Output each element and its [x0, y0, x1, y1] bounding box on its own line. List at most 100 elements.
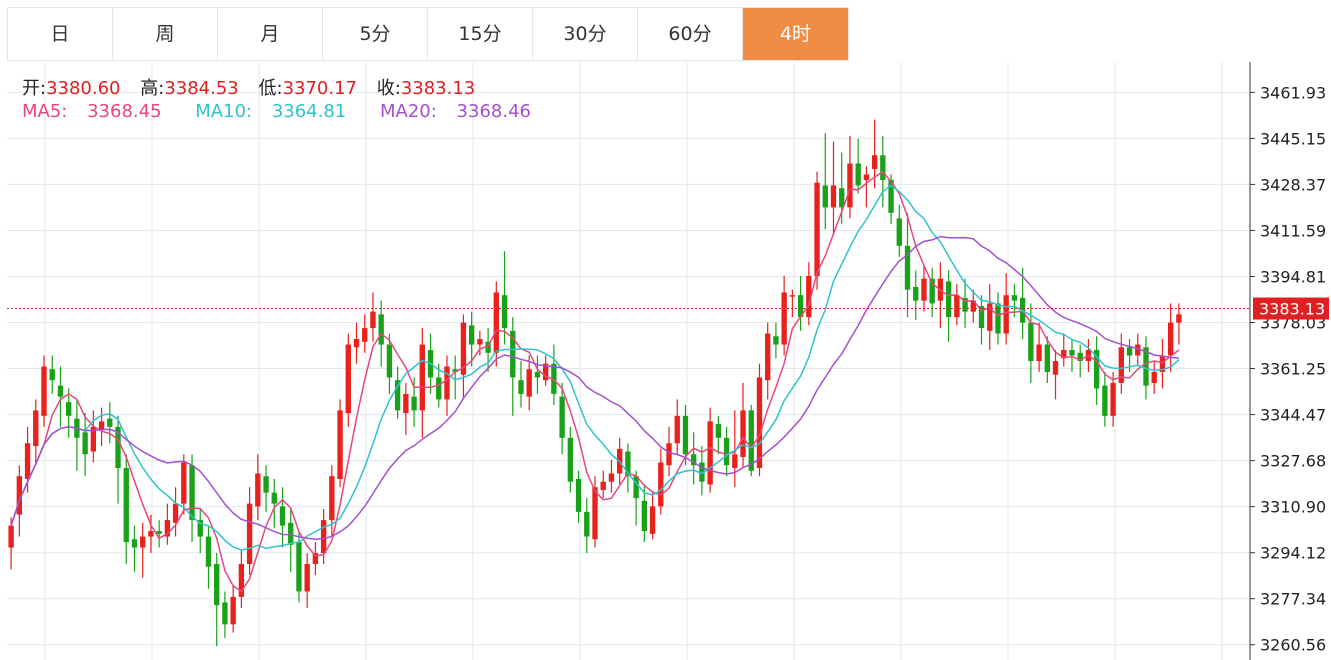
candle-body — [460, 322, 467, 375]
low-value: 3370.17 — [282, 78, 358, 99]
price-axis-label: 3461.93 — [1260, 83, 1326, 102]
ma20-value: 3368.46 — [456, 101, 531, 122]
candle-body — [542, 363, 549, 381]
candle-body — [362, 328, 368, 342]
candle-body — [345, 344, 351, 414]
tab-week[interactable]: 周 — [113, 8, 218, 60]
ma5-readout: MA5: 3368.45 — [22, 101, 176, 122]
candle-body — [205, 536, 212, 567]
candle-body — [814, 182, 820, 276]
candle-body — [1044, 344, 1050, 372]
candle-body — [929, 278, 935, 304]
candle-body — [534, 371, 541, 378]
candle-body — [674, 415, 680, 444]
candle-body — [863, 174, 870, 180]
ma10-label: MA10: — [195, 101, 253, 122]
candle-body — [419, 344, 425, 411]
candle-body — [288, 522, 294, 545]
price-axis-label: 3428.37 — [1260, 175, 1326, 194]
candle-body — [518, 380, 524, 394]
candle-body — [337, 410, 343, 479]
candle-body — [41, 366, 47, 416]
ohlc-readout: 开:3380.60 高:3384.53 低:3370.17 收:3383.13 — [22, 74, 489, 100]
candle-body — [871, 155, 878, 169]
candle-body — [1159, 355, 1166, 372]
candle-body — [707, 421, 713, 485]
price-axis-label: 3394.81 — [1260, 267, 1326, 286]
price-axis-label: 3277.34 — [1260, 590, 1326, 609]
candle-body — [485, 341, 491, 353]
candle-body — [641, 500, 648, 532]
candle-body — [888, 179, 894, 213]
candle-body — [230, 596, 236, 625]
close-label: 收: — [376, 78, 401, 99]
candle-body — [131, 539, 138, 548]
candle-body — [1011, 295, 1018, 301]
candle-body — [98, 421, 105, 430]
candle-body — [378, 314, 384, 345]
candle-body — [33, 410, 39, 447]
candle-body — [633, 476, 639, 499]
candle-body — [394, 380, 401, 411]
candle-body — [839, 188, 845, 208]
candle-body — [797, 295, 804, 318]
candle-body — [189, 465, 195, 521]
ma-readout: MA5: 3368.45 MA10: 3364.81 MA20: 3368.46 — [22, 101, 559, 122]
candle-body — [493, 292, 499, 353]
price-axis-label: 3445.15 — [1260, 129, 1326, 148]
candle-body — [1143, 347, 1149, 386]
candle-body — [995, 303, 1001, 334]
candle-body — [304, 563, 310, 592]
candle-body — [468, 325, 475, 345]
candle-body — [1028, 322, 1034, 361]
tab-15min[interactable]: 15分 — [428, 8, 533, 60]
candle-body — [197, 520, 203, 537]
candle-body — [649, 506, 656, 534]
tab-30min[interactable]: 30分 — [533, 8, 638, 60]
candle-body — [279, 506, 286, 526]
candle-body — [411, 396, 417, 411]
candle-body — [510, 330, 516, 378]
candle-body — [107, 418, 113, 427]
candle-body — [896, 218, 902, 246]
candle-body — [806, 275, 812, 318]
candle-body — [1061, 350, 1067, 359]
candle-body — [954, 295, 960, 318]
candle-body — [921, 278, 927, 301]
candle-body — [625, 451, 631, 477]
candle-body — [24, 443, 31, 479]
ma10-value: 3364.81 — [271, 101, 347, 122]
candle-body — [1003, 295, 1009, 334]
current-price-label: 3383.13 — [1259, 300, 1325, 319]
candle-body — [320, 520, 327, 554]
price-axis-label: 3361.25 — [1260, 360, 1326, 379]
tab-month[interactable]: 月 — [218, 8, 323, 60]
candle-body — [1151, 371, 1157, 383]
open-label: 开: — [22, 78, 47, 99]
tab-4hour[interactable]: 4时 — [743, 8, 848, 60]
candle-body — [773, 336, 779, 345]
candle-body — [551, 363, 557, 394]
candle-body — [567, 437, 574, 482]
tab-5min[interactable]: 5分 — [323, 8, 428, 60]
candle-body — [855, 163, 861, 186]
candle-body — [214, 563, 220, 606]
close-value: 3383.13 — [400, 78, 476, 99]
candle-body — [1102, 385, 1108, 416]
candle-body — [962, 297, 968, 312]
candle-body — [658, 462, 664, 507]
candle-body — [740, 410, 746, 458]
tab-day[interactable]: 日 — [8, 8, 113, 60]
price-axis-label: 3327.68 — [1260, 452, 1326, 471]
candle-body — [1052, 361, 1059, 375]
high-value: 3384.53 — [164, 78, 239, 99]
price-axis-label: 3260.56 — [1260, 636, 1326, 655]
candle-body — [452, 369, 458, 372]
candle-body — [1069, 350, 1075, 356]
tab-60min[interactable]: 60分 — [638, 8, 743, 60]
ma20-label: MA20: — [380, 101, 437, 122]
candle-body — [123, 467, 129, 543]
candle-body — [436, 377, 442, 400]
candle-body — [181, 462, 187, 504]
